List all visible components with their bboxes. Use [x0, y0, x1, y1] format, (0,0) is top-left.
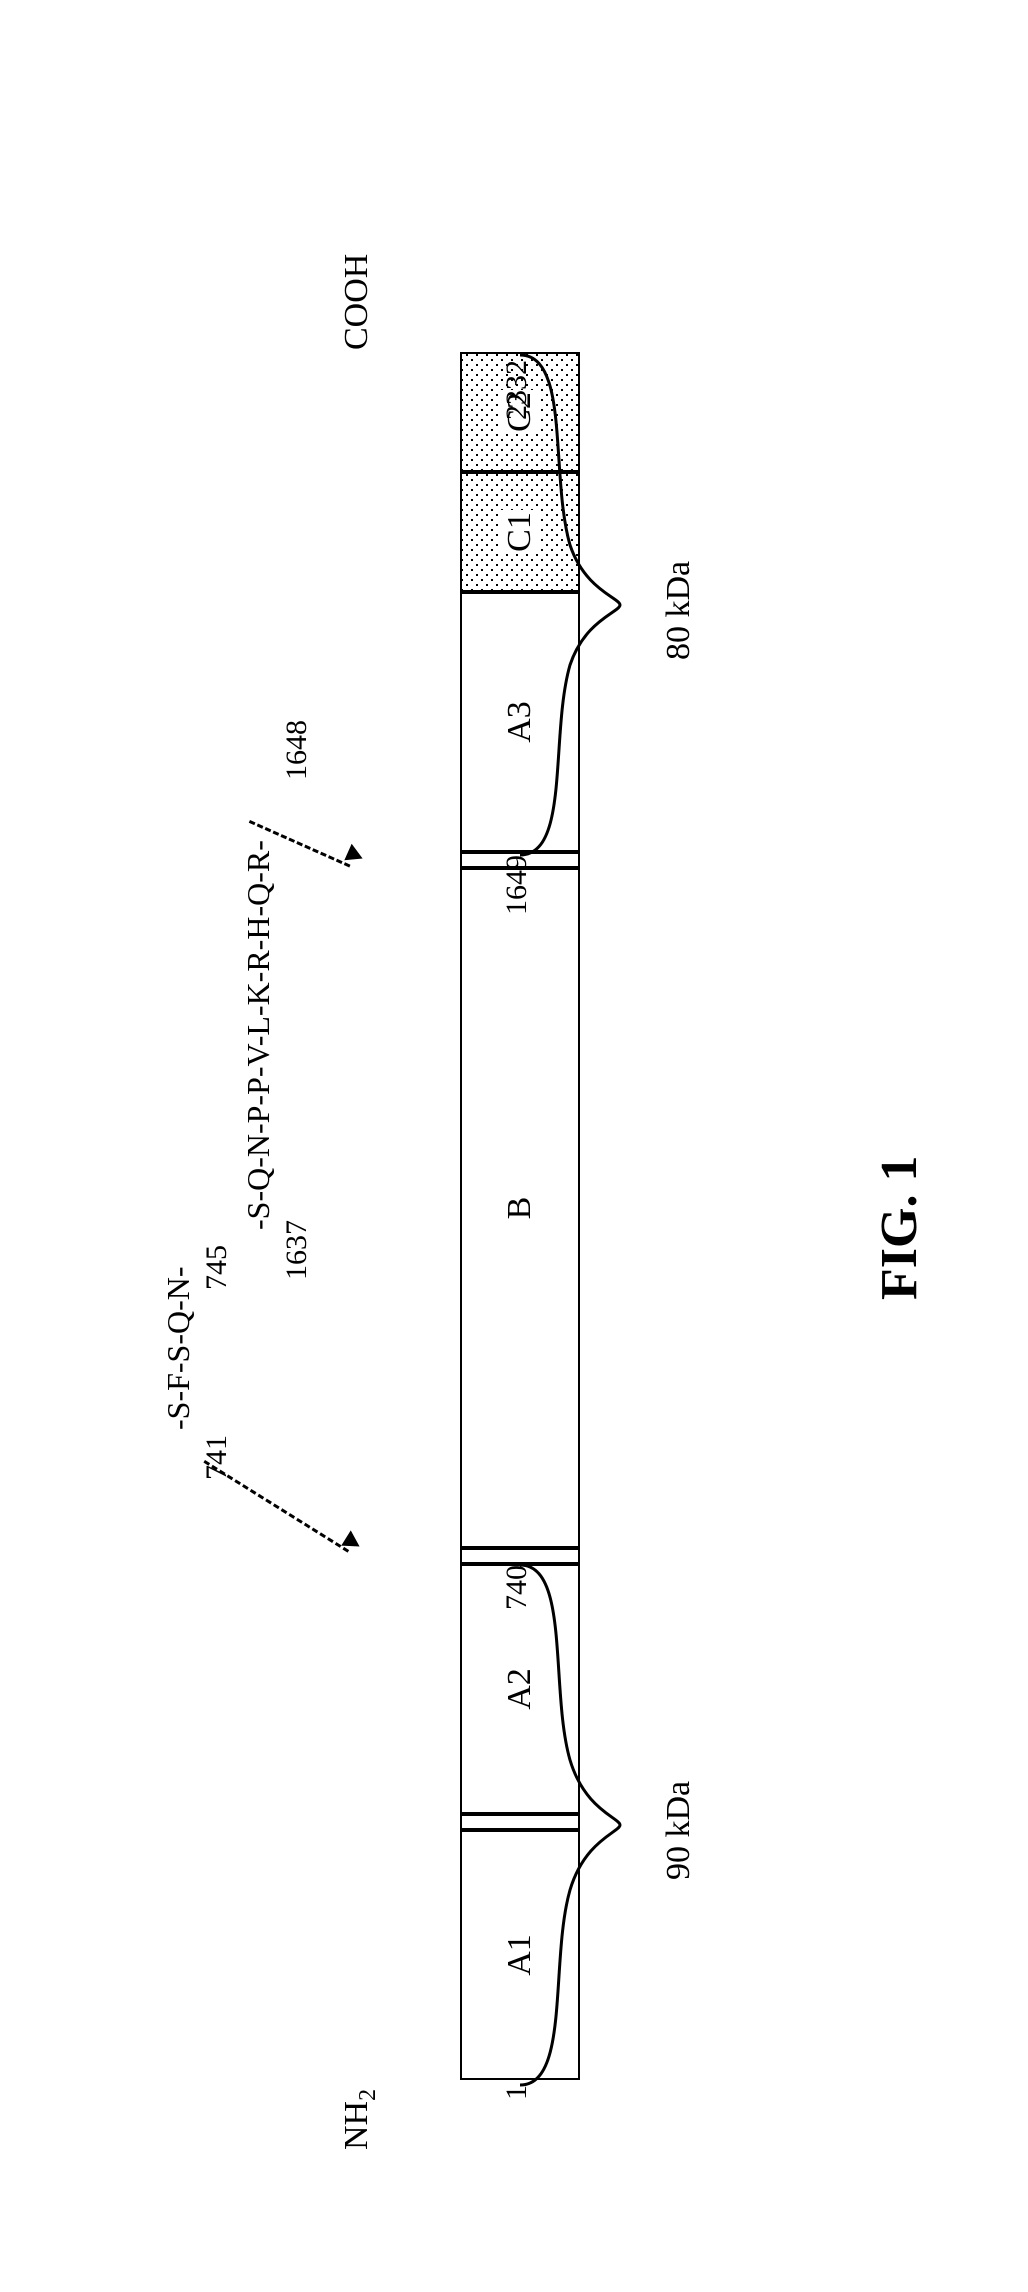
brace-light [510, 350, 630, 860]
figure-canvas: A1 A2 B A3 C1 C2 NH2 COOH 1 740 1649 233… [0, 0, 1028, 2292]
seq1-end: 745 [200, 1245, 234, 1290]
weight-light: 80 kDa [660, 561, 698, 660]
brace-heavy [510, 1560, 630, 2090]
nh-label: NH [338, 2101, 375, 2150]
arrow-seq1-stem [203, 1460, 349, 1553]
domain-b-label: B [501, 1197, 539, 1220]
seq1-start: 741 [200, 1435, 234, 1480]
nh-sub: 2 [355, 2089, 381, 2101]
seq2-start: 1637 [280, 1220, 314, 1280]
figure-label: FIG. 1 [870, 1156, 929, 1300]
domain-b: B [460, 868, 580, 1548]
weight-heavy: 90 kDa [660, 1781, 698, 1880]
seq1-text: -S-F-S-Q-N- [160, 1266, 197, 1430]
seq2-text: -S-Q-N-P-P-V-L-K-R-H-Q-R- [240, 840, 277, 1230]
cooh-label: COOH [338, 254, 375, 350]
pos-1649: 1649 [500, 855, 534, 915]
c-terminus: COOH [338, 254, 376, 350]
n-terminus: NH2 [338, 2089, 382, 2150]
seq2-end: 1648 [280, 720, 314, 780]
